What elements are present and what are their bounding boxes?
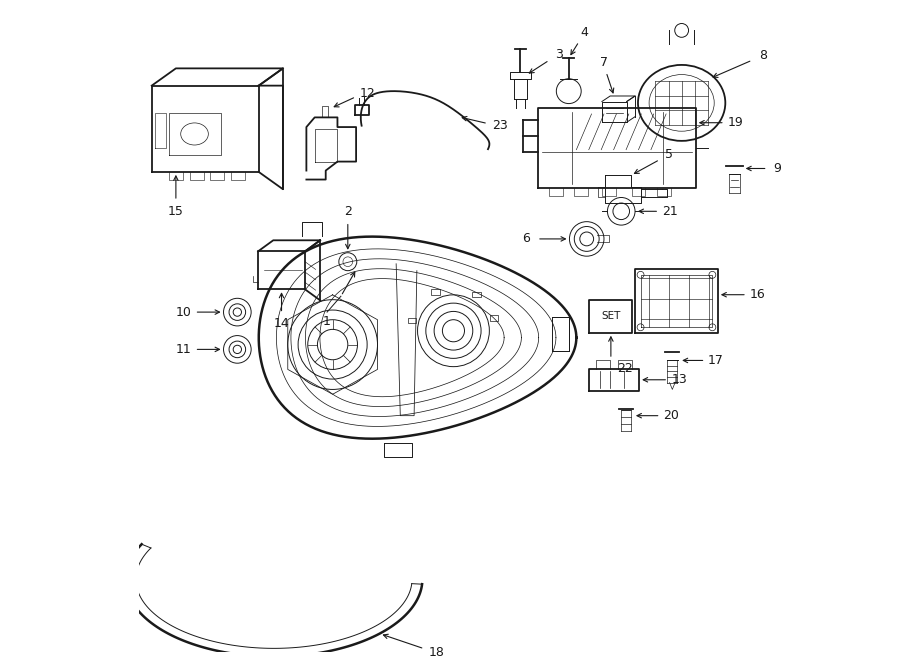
Text: 3: 3 [555,48,563,61]
Text: 1: 1 [323,315,331,328]
Text: 17: 17 [707,354,723,367]
Text: 21: 21 [662,205,678,218]
Text: SET: SET [601,311,621,321]
Text: 2: 2 [344,205,352,218]
Text: 18: 18 [428,647,444,659]
Text: 19: 19 [728,117,743,129]
Text: 16: 16 [750,288,766,301]
Text: 13: 13 [671,373,687,386]
Text: 23: 23 [491,119,508,132]
Text: 6: 6 [522,232,530,246]
Text: 8: 8 [759,50,767,62]
Text: 12: 12 [359,87,375,101]
Text: 9: 9 [773,162,781,175]
Text: 7: 7 [600,56,608,69]
Text: 4: 4 [580,26,588,39]
Text: 20: 20 [663,409,679,422]
Text: 5: 5 [665,148,673,161]
Text: 11: 11 [176,343,192,356]
Text: 14: 14 [274,317,290,330]
Text: 22: 22 [616,362,633,375]
Text: 10: 10 [176,306,192,318]
Text: 15: 15 [168,205,184,218]
